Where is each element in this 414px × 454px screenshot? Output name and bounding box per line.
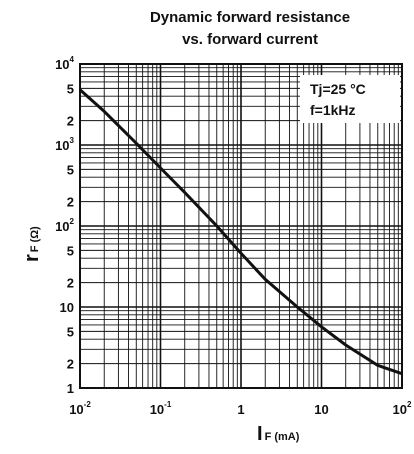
x-tick-label: 1 <box>237 402 244 417</box>
y-tick-label: 5 <box>67 162 74 177</box>
annotation-temperature: Tj=25 °C <box>310 81 366 97</box>
x-tick-label: 10-2 <box>69 400 91 417</box>
y-tick-label: 102 <box>55 217 74 234</box>
y-axis-label: r F (Ω) <box>21 226 43 262</box>
x-axis-unit: F (mA) <box>265 431 300 443</box>
y-tick-label: 2 <box>67 195 74 210</box>
annotation-box <box>300 75 400 123</box>
x-axis-symbol: I <box>257 423 263 445</box>
y-tick-label: 104 <box>55 55 74 72</box>
y-tick-label: 5 <box>67 324 74 339</box>
annotation-frequency: f=1kHz <box>310 102 356 118</box>
chart-title-line2: vs. forward current <box>182 31 318 48</box>
x-tick-label: 10-1 <box>150 400 172 417</box>
y-tick-label: 103 <box>55 136 74 153</box>
plot-frame <box>79 63 403 389</box>
y-tick-label: 2 <box>67 276 74 291</box>
y-tick-label: 5 <box>67 243 74 258</box>
x-tick-labels: 10-2 10-1 1 10 102 <box>69 400 412 417</box>
y-axis-unit: F (Ω) <box>29 226 41 252</box>
series-line <box>79 88 403 376</box>
y-tick-label: 1 <box>67 381 74 396</box>
y-tick-label: 5 <box>67 81 74 96</box>
chart-title-line1: Dynamic forward resistance <box>150 9 350 26</box>
x-tick-label: 10 <box>314 402 328 417</box>
y-tick-label: 2 <box>67 357 74 372</box>
y-tick-label: 2 <box>67 114 74 129</box>
y-tick-label: 10 <box>60 300 74 315</box>
y-axis-symbol: r <box>21 254 43 262</box>
x-tick-label: 102 <box>393 400 412 417</box>
y-tick-labels: 104 5 2 103 5 2 102 5 2 10 5 2 1 <box>55 55 74 396</box>
